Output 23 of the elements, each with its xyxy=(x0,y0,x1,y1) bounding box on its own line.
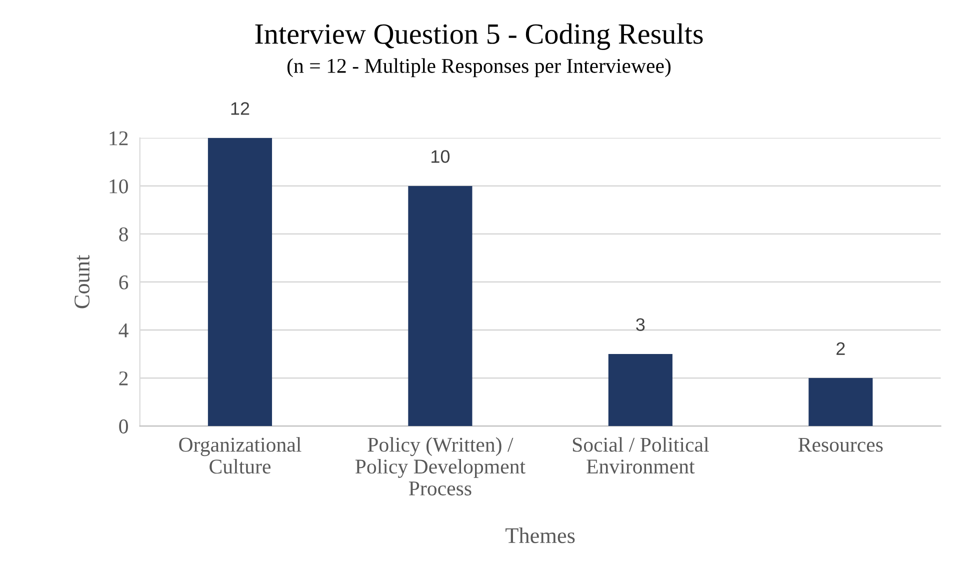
bar xyxy=(208,138,272,426)
data-label: 10 xyxy=(432,150,450,163)
x-axis-title: Themes xyxy=(506,527,575,544)
y-axis-title: Count xyxy=(74,254,90,308)
chart-title: Interview Question 5 - Coding Results xyxy=(255,23,703,50)
y-tick-label: 4 xyxy=(118,324,128,338)
chart-subtitle: (n = 12 - Multiple Responses per Interviewee) xyxy=(287,58,671,78)
y-tick-label: 12 xyxy=(110,131,128,146)
y-tick-label: 0 xyxy=(119,419,128,434)
bar xyxy=(408,186,472,426)
data-label: 12 xyxy=(231,102,250,115)
y-tick-label: 2 xyxy=(119,371,128,386)
data-label: 3 xyxy=(636,318,645,331)
x-tick-label: Policy (Written) / Policy Development Process xyxy=(355,437,526,496)
bar xyxy=(608,354,672,426)
bar xyxy=(808,378,873,426)
x-tick-label: Organizational Culture xyxy=(179,437,302,474)
y-tick-label: 8 xyxy=(119,227,128,242)
y-tick-label: 10 xyxy=(110,179,128,194)
data-label: 2 xyxy=(836,342,845,355)
x-tick-label: Resources xyxy=(798,438,883,452)
x-tick-label: Social / Political Environment xyxy=(572,437,709,474)
y-tick-label: 6 xyxy=(119,275,128,290)
